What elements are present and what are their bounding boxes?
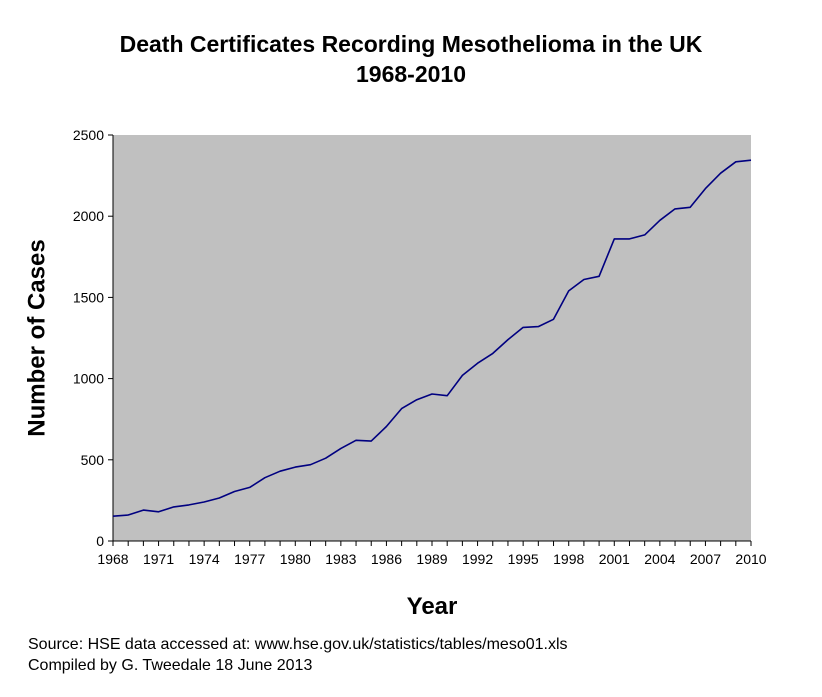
y-tick-label: 2000 [73, 208, 104, 224]
y-tick-label: 2500 [73, 127, 104, 143]
x-tick-label: 1983 [325, 551, 356, 567]
source-note: Source: HSE data accessed at: www.hse.go… [28, 636, 568, 653]
y-axis-title: Number of Cases [23, 239, 50, 436]
y-tick-label: 1000 [73, 371, 104, 387]
x-tick-label: 2004 [644, 551, 675, 567]
x-tick-label: 1974 [189, 551, 220, 567]
x-tick-label: 1968 [97, 551, 128, 567]
chart-subtitle: 1968-2010 [356, 61, 466, 87]
x-tick-label: 2007 [690, 551, 721, 567]
x-tick-label: 1995 [508, 551, 539, 567]
x-tick-label: 1971 [143, 551, 174, 567]
y-tick-label: 500 [81, 452, 105, 468]
x-tick-label: 1998 [553, 551, 584, 567]
compiled-note: Compiled by G. Tweedale 18 June 2013 [28, 657, 313, 674]
x-tick-label: 1992 [462, 551, 493, 567]
chart-title: Death Certificates Recording Mesotheliom… [119, 31, 703, 57]
y-axis-ticks: 0 500 1000 1500 2000 2500 [73, 127, 113, 549]
x-axis-title: Year [407, 593, 458, 620]
x-tick-label: 2010 [735, 551, 766, 567]
x-tick-label: 1989 [416, 551, 447, 567]
series-line [112, 159, 752, 517]
plot-area [113, 135, 751, 541]
x-tick-label: 2001 [599, 551, 630, 567]
x-tick-label: 1980 [280, 551, 311, 567]
x-axis-ticks: 1968 1971 1974 1977 1980 1983 1986 1989 1992 1995… [97, 541, 767, 567]
y-tick-label: 0 [96, 533, 104, 549]
y-tick-label: 1500 [73, 289, 104, 305]
x-tick-label: 1986 [371, 551, 402, 567]
x-tick-label: 1977 [234, 551, 265, 567]
